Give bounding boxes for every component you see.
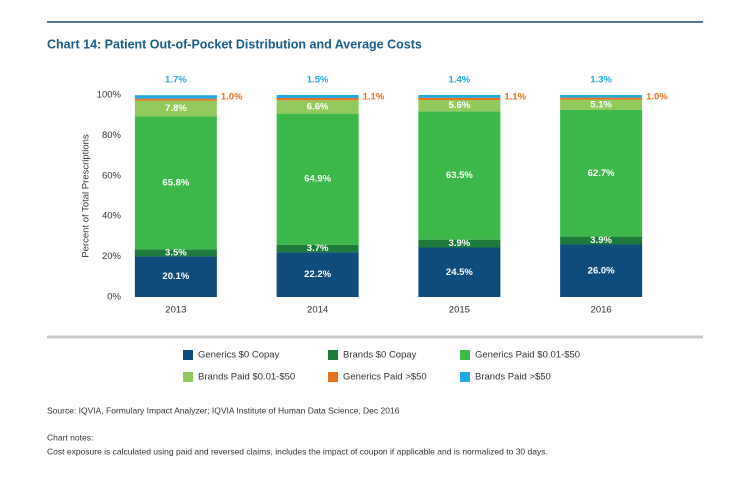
legend-label: Brands Paid $0.01-$50 [198,372,295,383]
value-label: 5.1% [590,99,612,110]
legend-swatch [460,372,470,382]
value-label: 3.9% [449,238,471,249]
bar-segment [276,98,359,101]
value-label: 3.5% [165,247,187,258]
bar-segment [418,97,501,101]
source: Source: IQVIA, Formulary Impact Analyzer… [47,405,400,415]
y-tick-label: 80% [102,130,122,141]
value-label: 1.3% [590,75,612,86]
value-label: 3.7% [307,243,329,254]
bar-segment [134,95,217,99]
bar-segment [134,100,217,117]
value-label: 1.4% [449,75,471,86]
legend-swatch [328,350,338,360]
legend-label: Brands $0 Copay [343,350,417,361]
value-label: 64.9% [304,174,331,185]
notes-title: Chart notes: [47,432,93,442]
value-label: 1.0% [646,92,668,103]
bar-segment [560,95,643,98]
bar-segment [560,99,643,110]
bar-segment [276,100,359,114]
bar-segment [276,252,359,297]
bar-segment [560,236,643,245]
bar-segment [560,109,643,237]
value-label: 22.2% [304,269,331,280]
value-label: 26.0% [588,265,615,276]
value-label: 1.1% [363,92,385,103]
legend-swatch [460,350,470,360]
y-tick-label: 40% [102,211,122,222]
x-tick-label: 2013 [165,305,186,316]
bar-segment [134,116,217,250]
legend-label: Generics Paid >$50 [343,372,427,383]
x-tick-label: 2014 [307,305,328,316]
bar-segment [276,113,359,245]
bar-segment [418,95,501,98]
y-axis-label: Percent of Total Prescriptions [81,134,92,258]
y-tick-label: 0% [107,292,121,303]
legend-label: Brands Paid >$50 [475,372,551,383]
value-label: 65.8% [162,177,189,188]
legend-swatch [183,372,193,382]
y-tick-label: 20% [102,251,122,262]
chart-title: Chart 14: Patient Out-of-Pocket Distribu… [47,37,422,51]
bar-segment [134,256,217,297]
y-tick-label: 100% [97,90,122,101]
bar-segment [134,98,217,101]
y-tick-label: 60% [102,170,122,181]
value-label: 1.5% [307,75,329,86]
bar-segment [276,95,359,99]
value-label: 1.1% [504,92,526,103]
value-label: 1.7% [165,75,187,86]
value-label: 5.6% [449,100,471,111]
value-label: 63.5% [446,170,473,181]
bar-segment [418,247,501,297]
bar-segment [560,97,643,100]
value-label: 1.0% [221,92,243,103]
bar-segment [134,249,217,257]
legend-swatch [328,372,338,382]
x-tick-label: 2016 [591,305,612,316]
bar-segment [560,244,643,297]
value-label: 62.7% [588,168,615,179]
value-label: 7.8% [165,103,187,114]
bar-segment [276,244,359,253]
value-label: 20.1% [162,271,189,282]
bar-segment [418,100,501,112]
notes: Cost exposure is calculated using paid a… [47,446,548,456]
value-label: 3.9% [590,235,612,246]
legend-swatch [183,350,193,360]
x-tick-label: 2015 [449,305,470,316]
legend-label: Generics $0 Copay [198,350,280,361]
legend-label: Generics Paid $0.01-$50 [475,350,580,361]
value-label: 24.5% [446,267,473,278]
bar-segment [418,239,501,248]
bar-segment [418,111,501,240]
value-label: 6.6% [307,101,329,112]
